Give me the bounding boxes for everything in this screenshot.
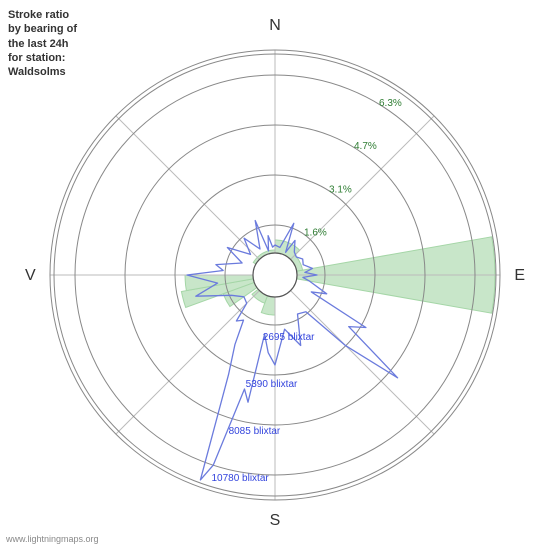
- center-hub: [253, 253, 297, 297]
- count-label: 10780 blixtar: [211, 473, 269, 484]
- ring-label: 4.7%: [354, 141, 377, 152]
- count-label: 8085 blixtar: [229, 426, 281, 437]
- ring-label: 6.3%: [379, 98, 402, 109]
- radial-line: [116, 116, 275, 275]
- cardinal-E: E: [514, 267, 525, 284]
- polar-chart: 1.6% 3.1% 4.7% 6.3% 2695 blixtar 5390 blixtar…: [0, 0, 550, 550]
- ring-label: 1.6%: [304, 228, 327, 239]
- count-label: 5390 blixtar: [246, 379, 298, 390]
- cardinal-V: V: [25, 267, 36, 284]
- count-label: 2695 blixtar: [263, 332, 315, 343]
- cardinal-N: N: [269, 17, 281, 34]
- cardinal-S: S: [270, 512, 281, 529]
- ring-label: 3.1%: [329, 184, 352, 195]
